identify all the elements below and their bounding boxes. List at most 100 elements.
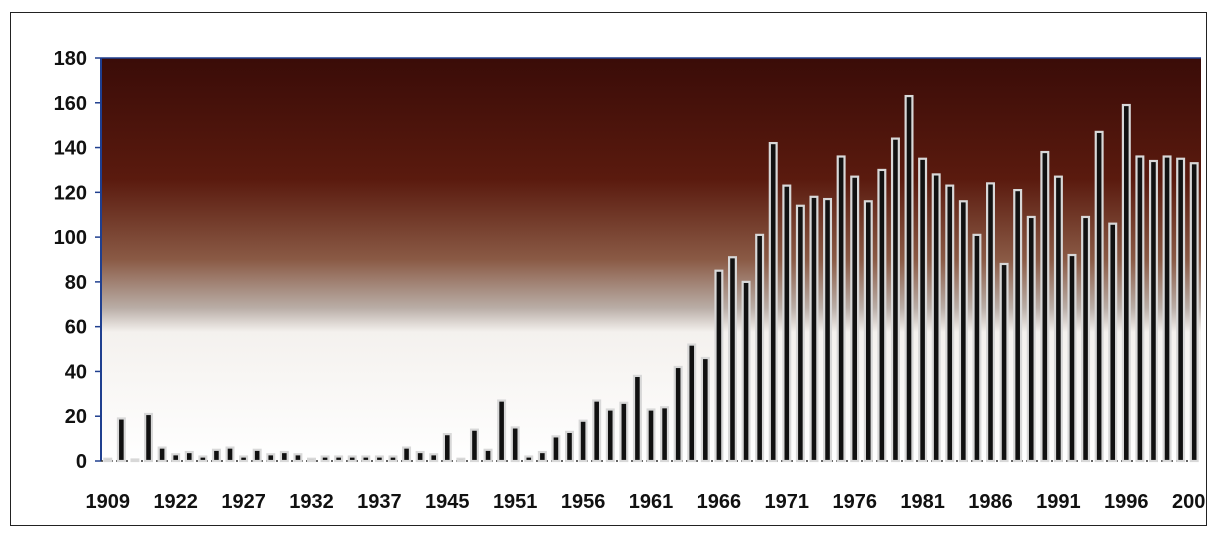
bar: [687, 343, 697, 463]
bar: [863, 200, 873, 463]
x-tick-label: 1945: [425, 491, 470, 513]
x-tick-label: 1986: [968, 491, 1013, 513]
bar: [1108, 222, 1118, 463]
y-tick-label: 100: [54, 227, 87, 249]
bar: [483, 448, 493, 463]
bar: [469, 428, 479, 463]
bar: [1162, 155, 1172, 463]
bar: [619, 401, 629, 463]
bar: [442, 433, 452, 463]
bar: [1176, 157, 1186, 463]
bar: [673, 365, 683, 463]
bar: [211, 448, 221, 463]
x-tick-label: 1951: [493, 491, 538, 513]
bar: [660, 406, 670, 463]
bar: [727, 256, 737, 463]
y-tick-label: 20: [65, 406, 87, 428]
bar: [361, 455, 371, 463]
bar: [388, 455, 398, 463]
bar: [632, 374, 642, 463]
bar: [279, 450, 289, 463]
x-tick-label: 1922: [153, 491, 198, 513]
bar: [415, 450, 425, 463]
bar: [184, 450, 194, 463]
x-tick-label: 1937: [357, 491, 402, 513]
bar: [510, 426, 520, 463]
bar: [795, 204, 805, 463]
bar: [945, 184, 955, 463]
bar: [1148, 159, 1158, 463]
y-tick-label: 140: [54, 138, 87, 160]
bar: [266, 453, 276, 463]
x-tick-label: 2001: [1172, 491, 1206, 513]
y-tick-label: 180: [54, 48, 87, 70]
bar: [524, 455, 534, 463]
x-tick-label: 1966: [697, 491, 742, 513]
bar: [402, 446, 412, 463]
bar: [768, 141, 778, 463]
bar: [741, 280, 751, 463]
bar: [456, 457, 466, 463]
y-tick-label: 160: [54, 93, 87, 115]
bar: [904, 94, 914, 463]
bar: [1040, 150, 1050, 463]
bar: [551, 435, 561, 463]
bar: [823, 197, 833, 463]
x-tick-label: 1932: [289, 491, 334, 513]
bar: [850, 175, 860, 463]
bar: [157, 446, 167, 463]
x-tick-label: 1991: [1036, 491, 1081, 513]
x-tick-label: 1981: [900, 491, 945, 513]
bar: [986, 182, 996, 463]
bar: [972, 233, 982, 463]
bar: [130, 458, 140, 463]
x-tick-label: 1927: [221, 491, 266, 513]
x-tick-label: 1956: [561, 491, 606, 513]
bar: [1067, 253, 1077, 463]
bar: [537, 450, 547, 463]
bar: [1094, 130, 1104, 463]
bar: [714, 269, 724, 463]
bar: [931, 173, 941, 463]
bar: [918, 157, 928, 463]
bar: [1081, 215, 1091, 463]
bar: [605, 408, 615, 463]
bar: [592, 399, 602, 463]
bar: [1121, 103, 1131, 463]
bar: [252, 448, 262, 463]
y-tick-label: 80: [65, 272, 87, 294]
bar: [293, 453, 303, 463]
bar-chart: 0 20 40 60 80 100 120 140 160 180 1909 1922 1927 1932…: [54, 48, 1206, 513]
y-tick-label: 120: [54, 182, 87, 204]
bar: [306, 457, 316, 463]
bar: [1026, 215, 1036, 463]
bar: [1135, 155, 1145, 463]
y-tick-label: 60: [65, 317, 87, 339]
bar: [103, 457, 113, 463]
bar: [1013, 188, 1023, 463]
bar: [374, 455, 384, 463]
x-tick-label: 1909: [86, 491, 131, 513]
x-tick-label: 1996: [1104, 491, 1149, 513]
bar: [700, 356, 710, 463]
bar: [890, 137, 900, 463]
bar: [347, 455, 357, 463]
bar: [565, 430, 575, 463]
bar: [809, 195, 819, 463]
bar: [320, 455, 330, 463]
x-tick-label: 1961: [629, 491, 674, 513]
bar: [334, 455, 344, 463]
y-tick-label: 40: [65, 361, 87, 383]
bar: [999, 262, 1009, 463]
bar: [755, 233, 765, 463]
x-tick-label: 1971: [765, 491, 810, 513]
bar: [198, 455, 208, 463]
bar: [782, 184, 792, 463]
bar: [144, 412, 154, 463]
bar: [1053, 175, 1063, 463]
bar: [836, 155, 846, 463]
chart-frame: 0 20 40 60 80 100 120 140 160 180 1909 1922 1927 1932…: [10, 12, 1207, 526]
bar: [429, 453, 439, 463]
bar: [646, 408, 656, 463]
bar: [958, 200, 968, 463]
